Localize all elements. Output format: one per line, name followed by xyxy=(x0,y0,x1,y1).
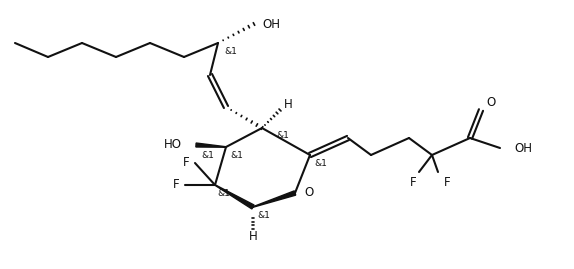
Text: H: H xyxy=(284,97,293,111)
Text: &1: &1 xyxy=(257,211,270,220)
Text: OH: OH xyxy=(262,17,280,30)
Text: HO: HO xyxy=(164,139,182,151)
Text: &1: &1 xyxy=(201,151,214,161)
Text: OH: OH xyxy=(514,141,532,154)
Text: &1: &1 xyxy=(230,151,243,161)
Text: F: F xyxy=(410,176,416,189)
Text: O: O xyxy=(304,186,313,200)
Text: H: H xyxy=(249,231,257,243)
Polygon shape xyxy=(215,185,254,209)
Text: &1: &1 xyxy=(314,160,327,168)
Text: F: F xyxy=(183,157,190,169)
Text: &1: &1 xyxy=(276,132,289,140)
Text: F: F xyxy=(444,176,451,189)
Polygon shape xyxy=(253,191,296,207)
Polygon shape xyxy=(196,143,226,147)
Text: O: O xyxy=(486,95,495,108)
Text: &1: &1 xyxy=(217,189,230,199)
Text: F: F xyxy=(173,179,180,192)
Text: &1: &1 xyxy=(224,48,237,56)
